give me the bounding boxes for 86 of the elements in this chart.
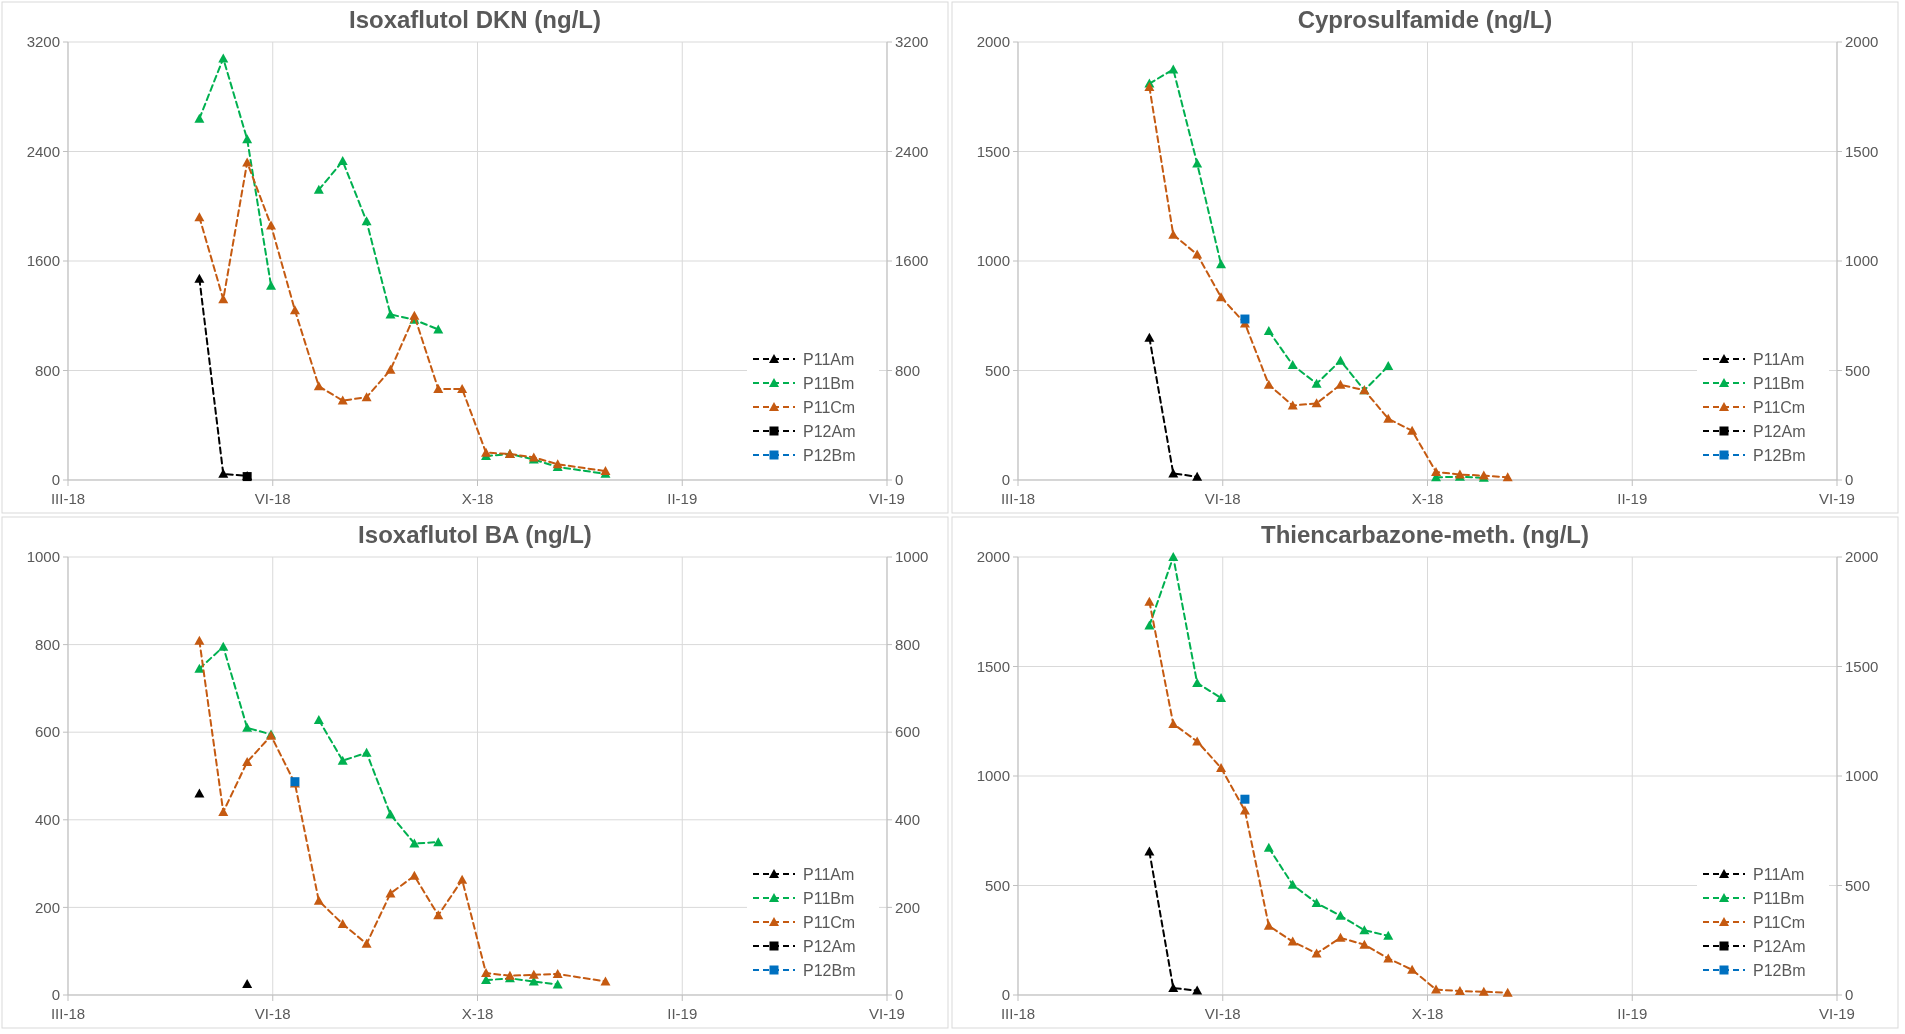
legend-label: P11Cm — [1753, 398, 1806, 416]
x-tick-label: X-18 — [461, 490, 494, 507]
legend-label: P12Bm — [803, 961, 856, 979]
legend-label: P11Am — [803, 350, 855, 368]
x-tick-label: VI-18 — [254, 490, 291, 507]
legend-label: P11Bm — [803, 889, 855, 907]
y-tick-label: 500 — [984, 361, 1010, 379]
legend-label: P11Cm — [803, 913, 856, 931]
y-tick-label: 2400 — [26, 142, 60, 160]
legend-label: P11Cm — [803, 398, 856, 416]
legend-label: P11Am — [803, 865, 855, 883]
y-tick-label: 400 — [34, 811, 60, 829]
y2-tick-label: 800 — [895, 361, 921, 379]
x-tick-label: VI-18 — [1204, 490, 1241, 507]
x-tick-label: VI-18 — [254, 1005, 291, 1022]
y2-tick-label: 0 — [1845, 471, 1854, 489]
legend-label: P12Bm — [803, 446, 856, 464]
legend-label: P12Bm — [1753, 446, 1806, 464]
x-tick-label: II-19 — [667, 490, 698, 507]
legend-label: P11Bm — [1753, 889, 1805, 907]
x-tick-label: VI-19 — [869, 1005, 905, 1022]
chart-title: Isoxaflutol BA (ng/L) — [358, 521, 592, 548]
x-tick-label: X-18 — [461, 1005, 494, 1022]
y2-tick-label: 0 — [895, 986, 904, 1004]
legend-label: P12Am — [803, 422, 856, 440]
y-tick-label: 1000 — [26, 548, 60, 566]
y-tick-label: 500 — [984, 876, 1010, 894]
y-tick-label: 1000 — [976, 252, 1010, 270]
y-tick-label: 2000 — [976, 33, 1010, 51]
x-tick-label: VI-19 — [1819, 490, 1855, 507]
y-tick-label: 200 — [34, 898, 60, 916]
y2-tick-label: 400 — [895, 811, 921, 829]
y2-tick-label: 2400 — [895, 142, 929, 160]
x-tick-label: VI-18 — [1204, 1005, 1241, 1022]
y2-tick-label: 2000 — [1845, 33, 1879, 51]
y-tick-label: 800 — [34, 635, 60, 653]
y-tick-label: 3200 — [26, 33, 60, 51]
legend-label: P11Cm — [1753, 913, 1806, 931]
legend-label: P12Am — [803, 937, 856, 955]
y2-tick-label: 1000 — [1845, 252, 1879, 270]
y2-tick-label: 1500 — [1845, 657, 1879, 675]
y2-tick-label: 0 — [1845, 986, 1854, 1004]
x-tick-label: III-18 — [50, 490, 86, 507]
y2-tick-label: 3200 — [895, 33, 929, 51]
x-tick-label: III-18 — [50, 1005, 86, 1022]
x-tick-label: III-18 — [1000, 490, 1036, 507]
y2-tick-label: 200 — [895, 898, 921, 916]
legend-label: P11Bm — [1753, 374, 1805, 392]
y2-tick-label: 1500 — [1845, 142, 1879, 160]
legend-label: P11Am — [1753, 865, 1805, 883]
y2-tick-label: 500 — [1845, 361, 1871, 379]
chart-title: Thiencarbazone-meth. (ng/L) — [1260, 521, 1590, 548]
legend-label: P11Bm — [803, 374, 855, 392]
y-tick-label: 0 — [1001, 471, 1010, 489]
legend-label: P11Am — [1753, 350, 1805, 368]
y-tick-label: 1000 — [976, 767, 1010, 785]
x-tick-label: VI-19 — [1819, 1005, 1855, 1022]
y2-tick-label: 1000 — [895, 548, 929, 566]
y2-tick-label: 0 — [895, 471, 904, 489]
x-tick-label: VI-19 — [869, 490, 905, 507]
y2-tick-label: 2000 — [1845, 548, 1879, 566]
y2-tick-label: 1000 — [1845, 767, 1879, 785]
x-tick-label: II-19 — [1617, 490, 1648, 507]
y-tick-label: 800 — [34, 361, 60, 379]
x-tick-label: II-19 — [1617, 1005, 1648, 1022]
y-tick-label: 1500 — [976, 142, 1010, 160]
y-tick-label: 0 — [51, 471, 60, 489]
y2-tick-label: 800 — [895, 635, 921, 653]
y2-tick-label: 1600 — [895, 252, 929, 270]
x-tick-label: X-18 — [1411, 1005, 1444, 1022]
x-tick-label: II-19 — [667, 1005, 698, 1022]
y2-tick-label: 600 — [895, 723, 921, 741]
y-tick-label: 1600 — [26, 252, 60, 270]
legend-label: P12Bm — [1753, 961, 1806, 979]
y-tick-label: 0 — [51, 986, 60, 1004]
chart-title: Isoxaflutol DKN (ng/L) — [349, 6, 601, 33]
y-tick-label: 0 — [1001, 986, 1010, 1004]
legend-label: P12Am — [1753, 422, 1806, 440]
y-tick-label: 1500 — [976, 657, 1010, 675]
chart-title: Cyprosulfamide (ng/L) — [1297, 6, 1553, 33]
y-tick-label: 600 — [34, 723, 60, 741]
legend-label: P12Am — [1753, 937, 1806, 955]
y2-tick-label: 500 — [1845, 876, 1871, 894]
y-tick-label: 2000 — [976, 548, 1010, 566]
x-tick-label: III-18 — [1000, 1005, 1036, 1022]
x-tick-label: X-18 — [1411, 490, 1444, 507]
